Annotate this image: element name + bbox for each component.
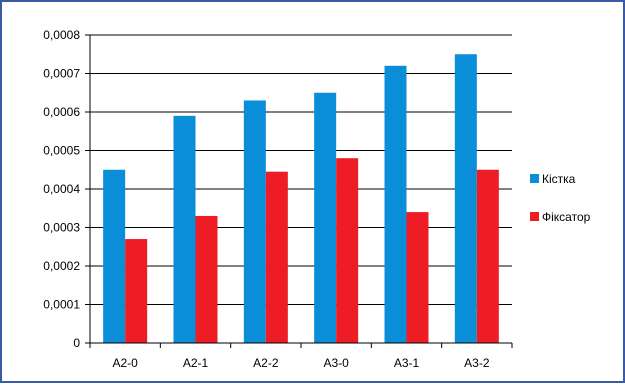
bar-series-2 xyxy=(125,239,148,343)
x-tick-labels: A2-0 A2-1 A2-2 A3-0 A3-1 A3-2 xyxy=(112,356,489,370)
y-tick-label: 0,0006 xyxy=(43,105,80,119)
bar-series-1 xyxy=(384,65,407,344)
legend-label: Фіксатор xyxy=(542,210,591,224)
bar-series-2 xyxy=(406,212,429,343)
bar-series-1 xyxy=(243,100,266,343)
bar-series-2 xyxy=(336,158,359,343)
x-tick-label: A2-2 xyxy=(253,356,279,370)
legend-swatch xyxy=(530,174,539,183)
x-tick-label: A3-2 xyxy=(464,356,490,370)
y-tick-label: 0,0002 xyxy=(43,259,80,273)
y-tick-label: 0,0004 xyxy=(43,182,80,196)
y-tick-label: 0,0007 xyxy=(43,67,80,81)
bar-series-2 xyxy=(265,171,288,343)
y-tick-label: 0,0001 xyxy=(43,298,80,312)
x-tick-label: A2-0 xyxy=(112,356,138,370)
y-tick-label: 0,0003 xyxy=(43,221,80,235)
bar-series-2 xyxy=(476,169,499,343)
y-tick-labels: 0 0,0001 0,0002 0,0003 0,0004 0,0005 0,0006 0,0… xyxy=(43,28,80,350)
legend: Кістка Фіксатор xyxy=(530,172,591,224)
x-tick-label: A3-1 xyxy=(394,356,420,370)
gridlines xyxy=(90,34,512,305)
x-tick-label: A2-1 xyxy=(183,356,209,370)
axes xyxy=(85,34,513,348)
bar-series-1 xyxy=(103,169,126,343)
bar-series-1 xyxy=(314,92,337,343)
bar-series-1 xyxy=(173,115,196,343)
y-tick-label: 0 xyxy=(73,336,80,350)
legend-label: Кістка xyxy=(542,172,576,186)
legend-swatch xyxy=(530,212,539,221)
bar-series-2 xyxy=(195,215,218,343)
bar-series-1 xyxy=(454,54,477,343)
y-tick-label: 0,0005 xyxy=(43,144,80,158)
bars xyxy=(103,54,499,344)
x-tick-label: A3-0 xyxy=(323,356,349,370)
y-tick-label: 0,0008 xyxy=(43,28,80,42)
